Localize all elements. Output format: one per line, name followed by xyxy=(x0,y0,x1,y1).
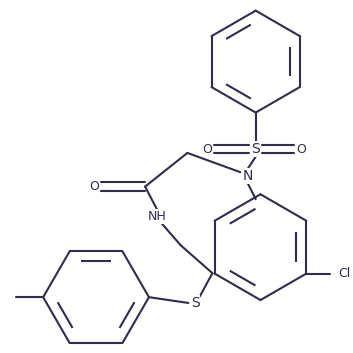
Text: NH: NH xyxy=(147,210,166,223)
Text: Cl: Cl xyxy=(338,267,350,280)
Text: O: O xyxy=(203,143,213,156)
Text: O: O xyxy=(89,180,99,193)
Text: N: N xyxy=(243,169,253,183)
Text: O: O xyxy=(296,143,306,156)
Text: S: S xyxy=(251,142,260,156)
Text: S: S xyxy=(191,296,199,310)
